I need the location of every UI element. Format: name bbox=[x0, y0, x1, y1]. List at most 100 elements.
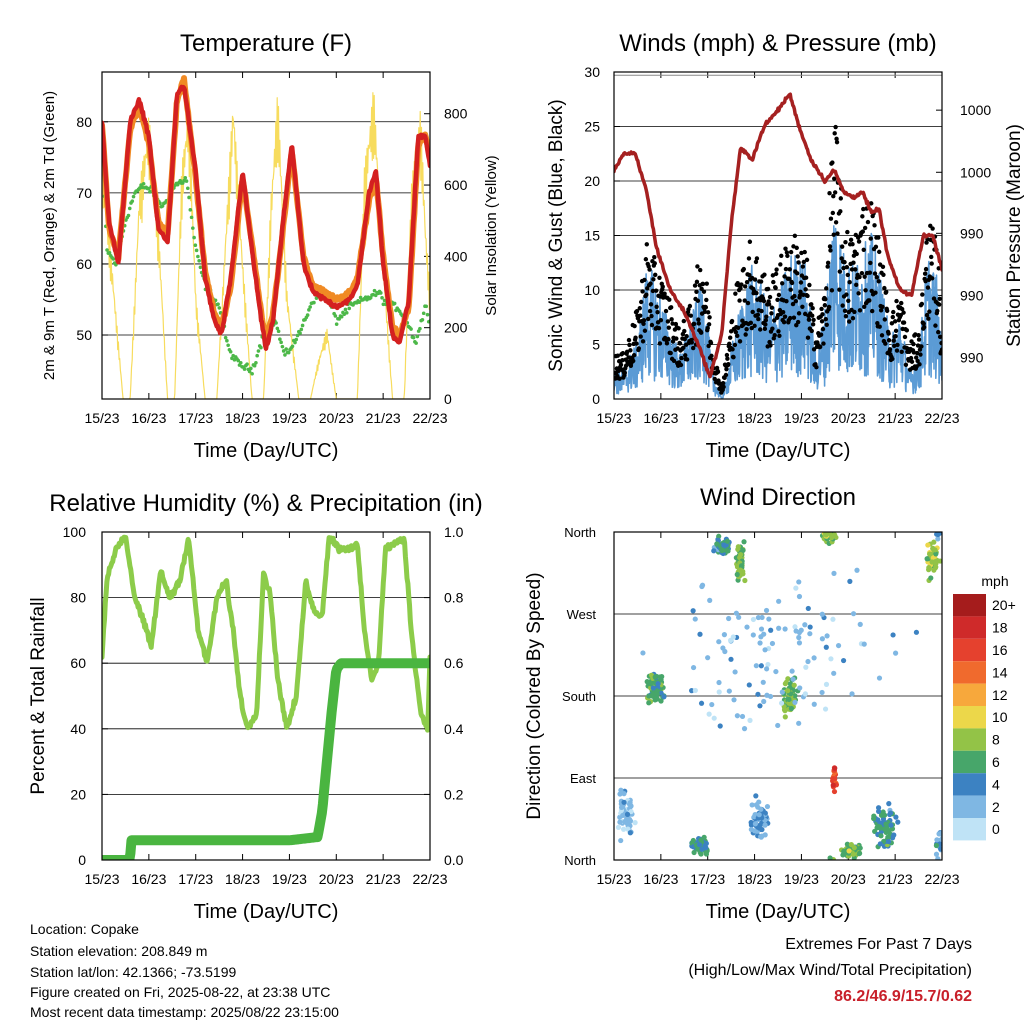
direction-point bbox=[831, 670, 837, 676]
gust-point bbox=[843, 240, 848, 245]
gust-point bbox=[787, 276, 792, 281]
dewpoint-point bbox=[223, 335, 228, 340]
direction-point bbox=[805, 605, 811, 612]
dewpoint-point bbox=[307, 308, 311, 312]
panel-4-ylabel: Direction (Colored By Speed) bbox=[524, 572, 545, 819]
gust-point bbox=[647, 308, 653, 314]
gust-point bbox=[692, 283, 698, 288]
gust-point bbox=[653, 288, 659, 293]
gust-point bbox=[658, 318, 664, 323]
gust-point bbox=[838, 196, 843, 201]
pressure-line bbox=[614, 92, 942, 379]
panel-4-title: Wind Direction bbox=[700, 484, 856, 511]
dewpoint-point bbox=[334, 322, 339, 326]
gust-point bbox=[854, 251, 859, 257]
dewpoint-point bbox=[130, 199, 135, 203]
gust-point bbox=[825, 260, 831, 265]
gust-point bbox=[762, 326, 768, 332]
gust-point bbox=[638, 334, 643, 339]
gust-point bbox=[703, 305, 709, 310]
gust-point bbox=[832, 190, 838, 195]
gust-point bbox=[698, 267, 703, 273]
x-tick-label: 18/23 bbox=[737, 410, 772, 426]
dewpoint-point bbox=[333, 314, 338, 318]
created-text: Figure created on Fri, 2025-08-22, at 23… bbox=[30, 984, 331, 1000]
direction-point bbox=[652, 674, 658, 680]
gust-point bbox=[649, 313, 654, 319]
gust-point bbox=[769, 305, 775, 310]
gust-point bbox=[631, 358, 636, 364]
gust-point bbox=[869, 201, 874, 206]
gust-point bbox=[746, 256, 752, 261]
gust-point bbox=[854, 282, 859, 288]
legend-label: 0 bbox=[992, 821, 1000, 837]
gust-point bbox=[865, 219, 871, 225]
direction-point bbox=[617, 819, 623, 825]
direction-point bbox=[764, 803, 771, 810]
gust-point bbox=[886, 331, 891, 336]
dewpoint-point bbox=[276, 329, 281, 334]
gust-point bbox=[720, 381, 726, 386]
gust-point bbox=[755, 312, 761, 318]
gust-point bbox=[889, 321, 895, 326]
y-tick-label: North bbox=[564, 853, 596, 868]
gust-point bbox=[802, 311, 808, 317]
x-tick-label: 19/23 bbox=[272, 871, 307, 887]
gust-point bbox=[669, 317, 674, 322]
direction-point bbox=[938, 846, 942, 852]
gust-point bbox=[891, 309, 896, 315]
gust-point bbox=[724, 352, 730, 358]
gust-point bbox=[627, 342, 632, 348]
panel-1-xlabel: Time (Day/UTC) bbox=[194, 440, 339, 462]
gust-point bbox=[694, 279, 700, 285]
gust-point bbox=[744, 279, 750, 285]
dewpoint-point bbox=[294, 337, 299, 342]
gust-point bbox=[694, 289, 699, 294]
gust-point bbox=[662, 291, 667, 296]
legend-swatch bbox=[953, 638, 986, 662]
gust-point bbox=[788, 249, 794, 255]
legend-swatch bbox=[953, 818, 986, 841]
direction-point bbox=[811, 701, 817, 707]
gust-point bbox=[878, 308, 884, 313]
direction-point bbox=[725, 548, 731, 554]
y2-tick-label: 0.8 bbox=[444, 590, 464, 606]
gust-point bbox=[936, 302, 942, 307]
gust-point bbox=[926, 316, 931, 321]
gust-point bbox=[733, 291, 738, 296]
y-tick-label: 0 bbox=[78, 852, 86, 868]
gust-point bbox=[748, 320, 754, 326]
direction-point bbox=[726, 688, 732, 694]
gust-point bbox=[769, 311, 774, 316]
gust-point bbox=[933, 323, 938, 328]
gust-point bbox=[628, 348, 633, 353]
gust-point bbox=[904, 328, 910, 333]
direction-point bbox=[618, 804, 625, 811]
direction-point bbox=[741, 539, 747, 545]
direction-point bbox=[697, 631, 703, 637]
gust-point bbox=[884, 308, 890, 314]
gust-point bbox=[642, 328, 648, 333]
gust-point bbox=[643, 257, 649, 262]
direction-point bbox=[658, 690, 664, 696]
legend-label: 14 bbox=[992, 664, 1008, 680]
gust-point bbox=[780, 309, 786, 315]
gust-point bbox=[741, 266, 746, 272]
x-tick-label: 22/23 bbox=[412, 410, 447, 426]
direction-point bbox=[776, 625, 782, 631]
panel-3-title: Relative Humidity (%) & Precipitation (i… bbox=[49, 490, 482, 517]
gust-point bbox=[620, 358, 625, 363]
gust-point bbox=[811, 317, 816, 323]
gust-point bbox=[884, 289, 889, 295]
gust-point bbox=[893, 328, 899, 334]
gust-point bbox=[791, 315, 797, 320]
gust-point bbox=[818, 332, 824, 337]
direction-point bbox=[706, 711, 712, 717]
direction-point bbox=[830, 782, 836, 788]
gust-point bbox=[793, 298, 799, 304]
direction-point bbox=[728, 656, 734, 662]
gust-point bbox=[632, 323, 637, 329]
x-tick-label: 20/23 bbox=[319, 871, 354, 887]
gust-point bbox=[886, 338, 892, 343]
dewpoint-point bbox=[105, 248, 109, 252]
